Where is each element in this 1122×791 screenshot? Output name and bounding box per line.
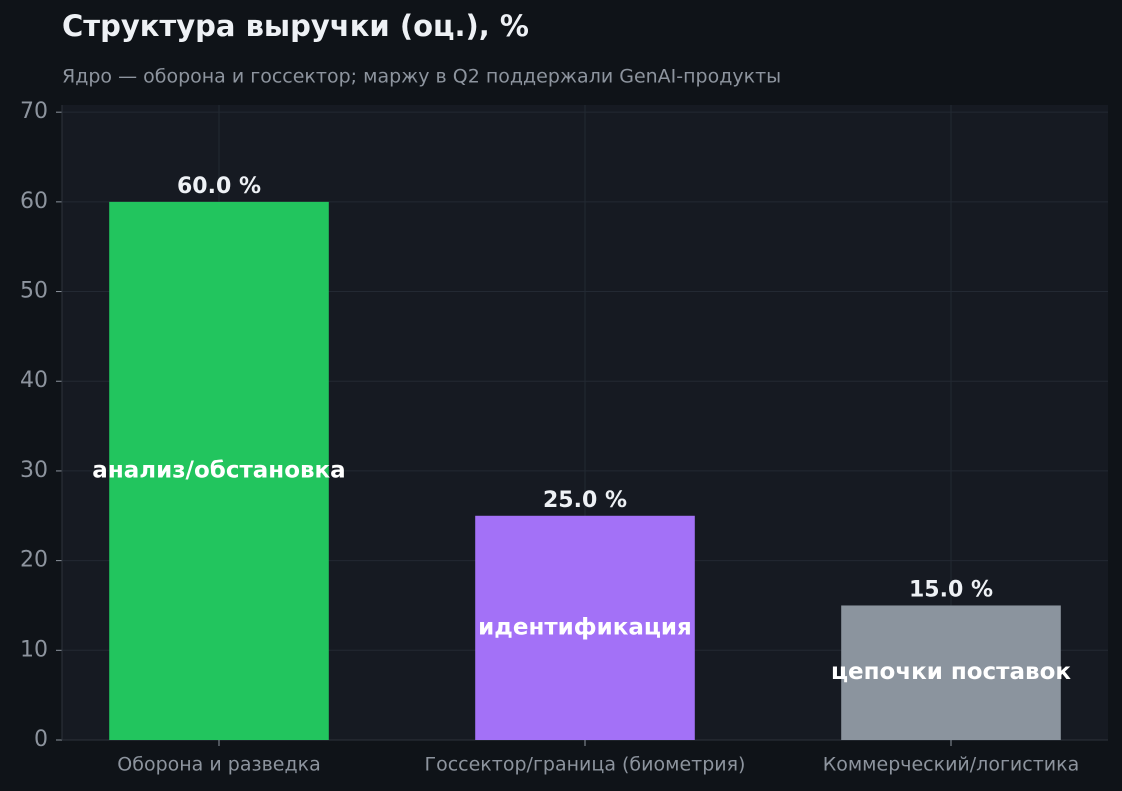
bar-label: идентификация	[478, 614, 692, 640]
x-tick-label: Госсектор/граница (биометрия)	[425, 754, 746, 776]
y-tick-label: 50	[20, 279, 48, 304]
x-tick-label: Коммерческий/логистика	[823, 754, 1080, 776]
bar	[841, 605, 1061, 740]
y-tick-label: 60	[20, 189, 48, 214]
bar-label: цепочки поставок	[831, 659, 1071, 685]
value-label: 15.0 %	[909, 577, 993, 602]
bar	[475, 515, 695, 740]
y-tick-label: 20	[20, 548, 48, 573]
chart-title: Структура выручки (оц.), %	[62, 9, 529, 43]
y-tick-label: 0	[34, 727, 48, 752]
bar-label: анализ/обстановка	[92, 457, 345, 483]
x-tick-label: Оборона и разведка	[117, 754, 320, 776]
y-tick-label: 40	[20, 368, 48, 393]
chart-subtitle: Ядро — оборона и госсектор; маржу в Q2 п…	[62, 66, 781, 88]
value-label: 25.0 %	[543, 488, 627, 513]
value-label: 60.0 %	[177, 174, 261, 199]
y-tick-label: 70	[20, 99, 48, 124]
y-tick-label: 30	[20, 458, 48, 483]
bar	[109, 201, 329, 741]
y-tick-label: 10	[20, 637, 48, 662]
